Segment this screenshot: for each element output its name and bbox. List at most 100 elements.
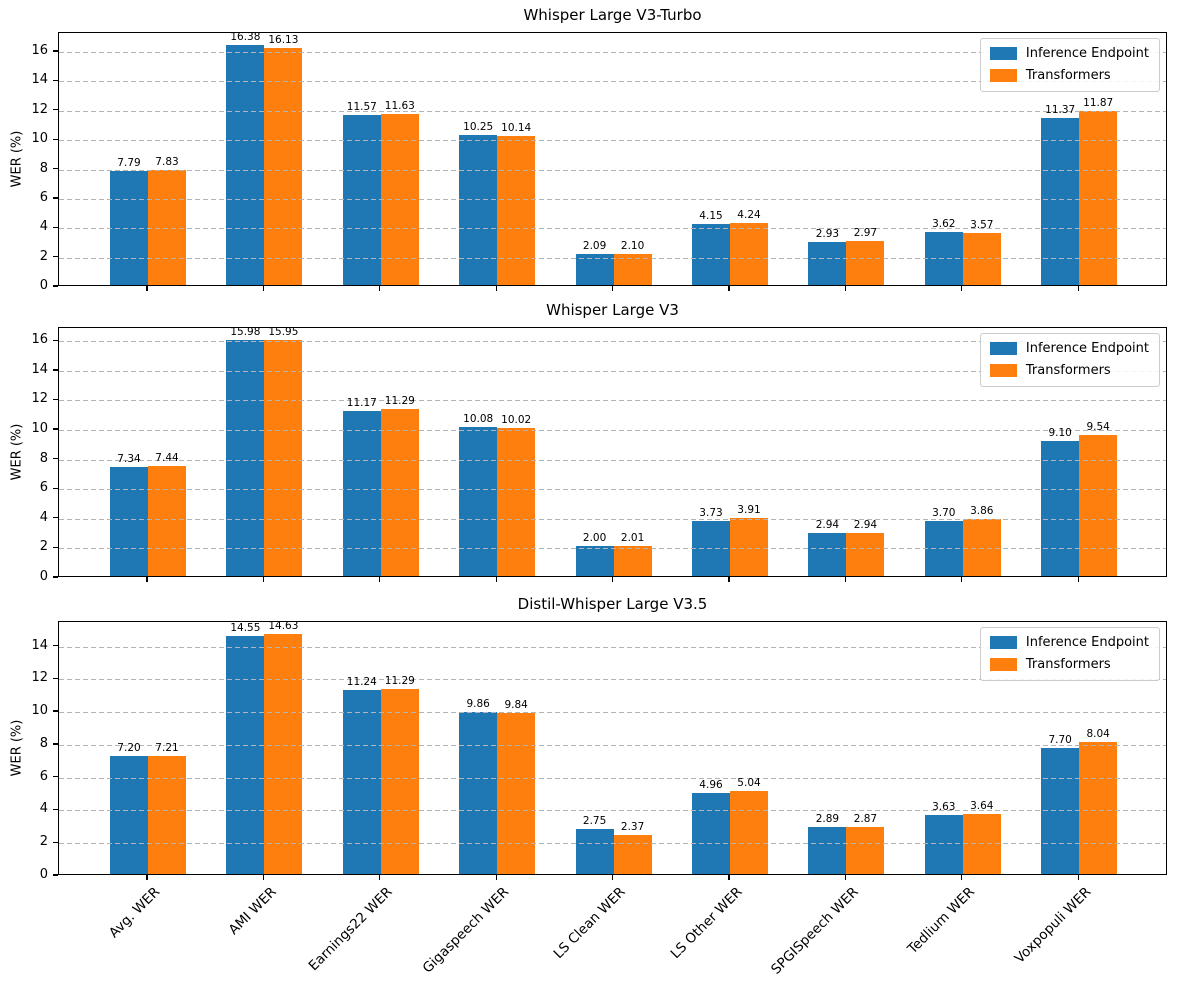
bar-value-label: 2.97 [853,227,878,240]
bar-value-label: 3.63 [932,800,956,813]
gridline [59,459,1166,461]
y-tick-label: 16 [31,332,48,348]
legend-item: Transformers [989,363,1149,378]
x-tick-mark [1077,286,1079,291]
y-tick-mark [53,369,58,371]
bar-inference-endpoint [459,426,498,576]
bar-inference-endpoint [459,134,498,285]
x-tick-mark [611,577,614,582]
bar-value-label: 9.86 [466,698,490,711]
bar-value-label: 4.15 [699,210,723,223]
x-tick-label-text: AMI WER [225,884,280,939]
legend-item: Inference Endpoint [989,341,1149,356]
bar-inference-endpoint [808,241,847,285]
y-tick-mark [53,517,58,519]
gridline [59,169,1166,171]
gridline [59,341,1166,343]
bar-value-label: 3.57 [970,218,994,231]
legend-swatch-transformers [989,69,1017,82]
bar-value-label: 11.24 [346,675,377,688]
gridline [59,140,1166,142]
bar-transformers [380,689,419,874]
chart-title: Whisper Large V3-Turbo [523,6,702,24]
bar-inference-endpoint [342,689,381,874]
bar-value-label: 3.64 [970,800,994,813]
gridline [59,518,1166,520]
x-tick-label-text: Gigaspeech WER [420,884,513,977]
y-tick-mark [53,428,58,430]
bar-value-label: 11.37 [1045,104,1076,117]
x-tick-mark [611,875,614,880]
bar-value-label: 7.44 [155,451,179,464]
legend: Inference Endpoint Transformers [979,333,1160,387]
y-tick-mark [53,226,58,228]
x-tick-mark [146,875,148,880]
bar-value-label: 10.25 [463,120,494,133]
bar-value-label: 7.79 [117,156,141,169]
gridline [59,777,1166,779]
bar-value-label: 16.38 [230,30,261,43]
bar-value-label: 15.95 [268,326,299,339]
bar-value-label: 9.54 [1086,420,1110,433]
bar-value-label: 7.21 [155,741,179,754]
y-tick-label: 6 [39,189,48,205]
x-tick-mark [844,875,847,880]
y-tick-mark [53,841,58,843]
y-tick-mark [53,138,58,140]
bar-inference-endpoint [226,635,265,874]
y-tick-label: 0 [39,569,48,584]
bar-value-label: 11.87 [1083,96,1114,109]
bar-value-label: 10.02 [501,413,532,426]
y-tick-mark [53,285,58,287]
bar-value-label: 2.75 [582,814,607,827]
y-tick-mark [53,50,58,52]
bar-transformers [846,241,885,285]
gridline [59,198,1166,200]
legend-swatch-transformers [989,364,1017,377]
bar-value-label: 3.73 [699,506,723,519]
bar-value-label: 10.14 [501,122,532,135]
bar-inference-endpoint [342,115,381,285]
y-tick-label: 0 [39,278,48,293]
y-tick-label: 0 [39,867,48,882]
bar-inference-endpoint [924,814,963,874]
bar-transformers [497,427,536,576]
y-tick-mark [53,710,58,712]
y-tick-label: 2 [39,248,48,264]
x-tick-mark [495,286,497,291]
x-tick-mark [844,577,847,582]
bar-inference-endpoint [575,546,614,576]
x-tick-label-text: SPGISpeech WER [768,884,862,978]
bar-transformers [962,232,1001,285]
plot-area: 7.20 7.21 14.55 14.63 11.24 11.29 9.86 9.84 2.75… [58,620,1167,875]
bar-value-label: 4.24 [737,208,761,221]
gridline [59,52,1166,54]
y-tick-label: 14 [31,72,48,88]
gridline [59,712,1166,714]
y-tick-label: 8 [39,735,48,751]
y-tick-label: 12 [31,391,48,407]
bar-inference-endpoint [808,826,847,874]
bar-transformers [148,465,186,576]
legend-label: Inference Endpoint [1025,635,1149,650]
x-tick-mark [146,286,148,291]
bar-value-label: 2.89 [815,812,840,825]
y-tick-mark [53,167,58,170]
bar-value-label: 14.55 [230,621,261,634]
bar-transformers [613,835,652,874]
bar-transformers [497,136,536,285]
legend-label: Transformers [1025,363,1111,378]
y-tick-label: 6 [39,480,48,496]
y-tick-mark [53,197,58,199]
bar-value-label: 3.86 [970,504,994,517]
x-tick-mark [728,286,730,291]
x-tick-label-text: Avg. WER [106,884,164,942]
x-tick-mark [495,875,497,880]
bar-inference-endpoint [459,712,498,874]
x-tick-mark [1077,577,1079,582]
y-tick-mark [53,398,58,401]
gridline [59,646,1166,648]
bar-inference-endpoint [226,339,265,576]
bar-value-label: 2.37 [620,821,645,834]
